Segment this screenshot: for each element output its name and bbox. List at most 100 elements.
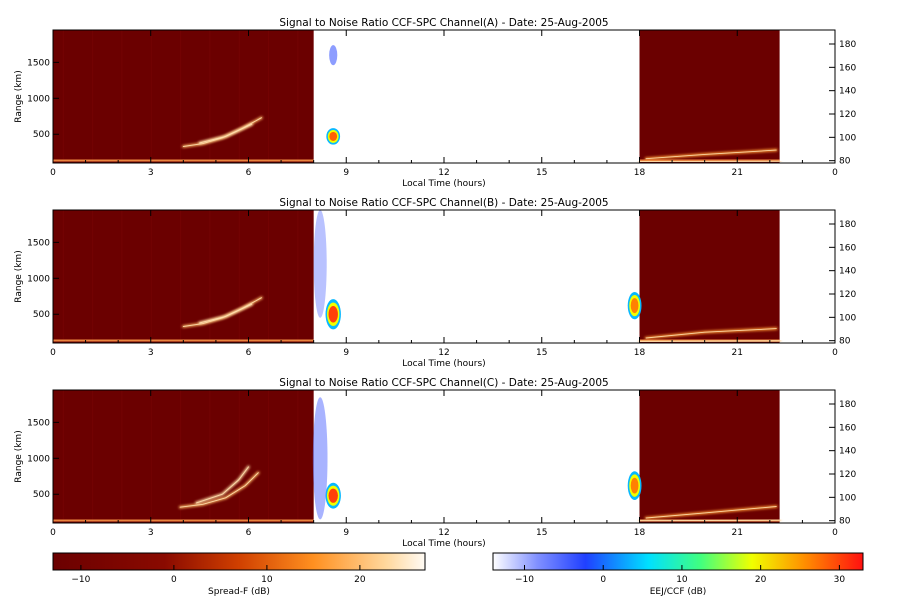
- y2-tick-label: 180: [839, 220, 856, 230]
- spread-f-streak: [297, 30, 299, 163]
- x-axis-label: Local Time (hours): [402, 539, 485, 549]
- spread-f-streak: [180, 390, 182, 523]
- spread-f-streak: [268, 210, 270, 343]
- spread-f-streak: [150, 210, 152, 343]
- y-tick-label: 1500: [27, 58, 50, 68]
- eej-blob-core: [630, 477, 639, 494]
- y-axis-label: Range (km): [14, 430, 24, 482]
- spread-f-block: [639, 390, 780, 523]
- rti-panel: 0 3 6 9 12 15 18 21 0 500 1000 1500 80 100 120 140 160 18…: [14, 17, 856, 189]
- x-tick-label: 9: [343, 528, 349, 538]
- x-tick-label: 21: [732, 348, 743, 358]
- y2-tick-label: 160: [839, 63, 856, 73]
- x-tick-label: 6: [246, 168, 252, 178]
- spread-f-streak: [62, 390, 64, 523]
- eej-blob-core: [630, 298, 639, 314]
- spread-f-streak: [209, 210, 211, 343]
- x-tick-label: 0: [832, 348, 838, 358]
- spread-f-block: [53, 390, 314, 523]
- spread-f-streak: [238, 210, 240, 343]
- panel-title: Signal to Noise Ratio CCF-SPC Channel(A)…: [279, 17, 608, 29]
- x-tick-label: 9: [343, 168, 349, 178]
- spread-f-streak: [209, 390, 211, 523]
- spread-f-trace-core: [639, 340, 781, 343]
- x-tick-label: 0: [832, 168, 838, 178]
- spread-f-streak: [180, 210, 182, 343]
- spread-f-block: [639, 210, 780, 343]
- colorbar-tick-label: 20: [354, 575, 366, 585]
- y-tick-label: 1500: [27, 238, 50, 248]
- x-tick-label: 12: [438, 528, 449, 538]
- y2-tick-label: 100: [839, 493, 856, 503]
- y2-tick-label: 160: [839, 423, 856, 433]
- eej-blob-core: [329, 131, 338, 141]
- colorbar-label: Spread-F (dB): [208, 587, 270, 597]
- spread-f-block: [53, 210, 314, 343]
- y-tick-label: 500: [33, 310, 50, 320]
- colorbar: −10 0 10 20 30 EEJ/CCF (dB): [492, 552, 864, 597]
- spread-f-block: [639, 30, 780, 163]
- y2-tick-label: 160: [839, 243, 856, 253]
- panel-title: Signal to Noise Ratio CCF-SPC Channel(C)…: [279, 377, 608, 389]
- x-tick-label: 12: [438, 348, 449, 358]
- x-tick-label: 0: [50, 528, 56, 538]
- spread-f-trace-core: [195, 466, 249, 504]
- spread-f-streak: [268, 390, 270, 523]
- x-tick-label: 21: [732, 168, 743, 178]
- x-tick-label: 6: [246, 348, 252, 358]
- y-tick-label: 1000: [27, 454, 50, 464]
- spread-f-streak: [268, 30, 270, 163]
- spread-f-streak: [92, 210, 94, 343]
- x-axis-label: Local Time (hours): [402, 359, 485, 369]
- spread-f-streak: [297, 210, 299, 343]
- eej-blob-core: [328, 305, 338, 323]
- y-tick-label: 1000: [27, 94, 50, 104]
- colorbar-tick-label: 0: [171, 575, 177, 585]
- x-tick-label: 0: [832, 528, 838, 538]
- spread-f-streak: [62, 30, 64, 163]
- colorbar-tick-label: −10: [515, 575, 534, 585]
- colorbar-tick-label: 30: [834, 575, 846, 585]
- x-tick-label: 3: [148, 168, 154, 178]
- y2-tick-label: 80: [839, 337, 851, 347]
- colorbar-tick-label: 20: [755, 575, 767, 585]
- spread-f-trace-core: [645, 506, 777, 519]
- x-tick-label: 0: [50, 348, 56, 358]
- x-axis-label: Local Time (hours): [402, 179, 485, 189]
- x-tick-label: 0: [50, 168, 56, 178]
- colorbar: −10 0 10 20 Spread-F (dB): [52, 552, 426, 597]
- spread-f-streak: [238, 30, 240, 163]
- y-tick-label: 500: [33, 490, 50, 500]
- colorbar-tick-label: 10: [676, 575, 688, 585]
- spread-f-trace-core: [639, 519, 781, 522]
- spread-f-streak: [92, 390, 94, 523]
- spread-f-streak: [121, 210, 123, 343]
- rti-panel: 0 3 6 9 12 15 18 21 0 500 1000 1500 80 100 120 140 160 18…: [14, 377, 856, 549]
- spread-f-trace-core: [199, 123, 253, 144]
- y2-tick-label: 100: [839, 313, 856, 323]
- spread-f-streak: [150, 390, 152, 523]
- panel-title: Signal to Noise Ratio CCF-SPC Channel(B)…: [279, 197, 608, 209]
- y2-tick-label: 120: [839, 470, 856, 480]
- colorbar-gradient: [492, 552, 864, 571]
- y2-tick-label: 140: [839, 87, 856, 97]
- x-tick-label: 15: [536, 348, 547, 358]
- spread-f-streak: [62, 210, 64, 343]
- spread-f-trace-core: [645, 149, 777, 160]
- spread-f-streak: [209, 30, 211, 163]
- x-tick-label: 3: [148, 528, 154, 538]
- spread-f-streak: [297, 390, 299, 523]
- y-axis-label: Range (km): [14, 70, 24, 122]
- x-tick-label: 12: [438, 168, 449, 178]
- y2-tick-label: 120: [839, 290, 856, 300]
- x-tick-label: 18: [634, 348, 646, 358]
- y-tick-label: 1500: [27, 418, 50, 428]
- y-tick-label: 500: [33, 130, 50, 140]
- spread-f-trace-core: [645, 328, 777, 339]
- spread-f-trace-core: [179, 472, 259, 508]
- eej-blob-faint: [313, 210, 327, 318]
- spread-f-streak: [121, 30, 123, 163]
- y-axis-label: Range (km): [14, 250, 24, 302]
- x-tick-label: 6: [246, 528, 252, 538]
